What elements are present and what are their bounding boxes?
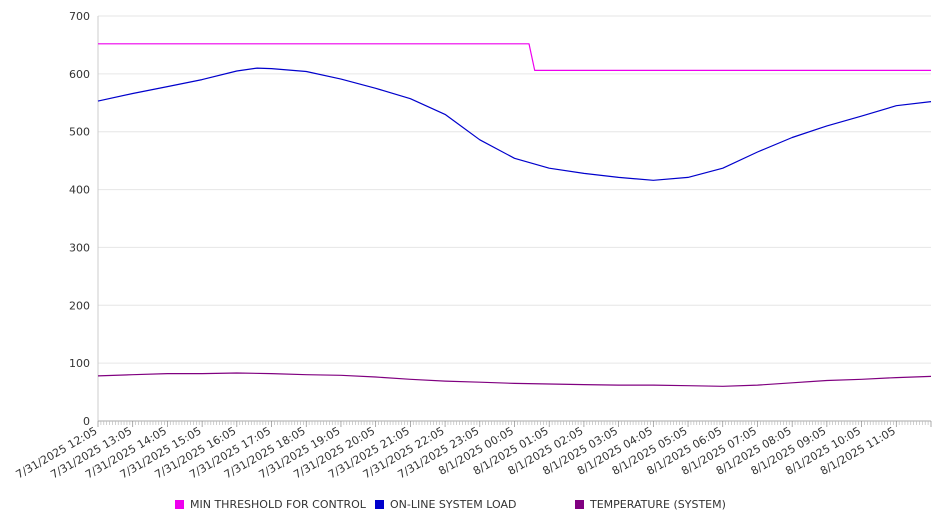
y-tick-label-500: 500 bbox=[69, 126, 90, 139]
series-line-2 bbox=[97, 372, 932, 387]
legend-item-temperature[interactable]: TEMPERATURE (SYSTEM) bbox=[575, 498, 726, 511]
series-line-0 bbox=[98, 43, 931, 71]
legend-label-temperature: TEMPERATURE (SYSTEM) bbox=[590, 498, 726, 511]
legend-label-system-load: ON-LINE SYSTEM LOAD bbox=[390, 498, 517, 511]
y-tick-label-300: 300 bbox=[69, 241, 90, 254]
y-tick-label-100: 100 bbox=[69, 357, 90, 370]
legend-item-min-threshold[interactable]: MIN THRESHOLD FOR CONTROL bbox=[175, 498, 366, 511]
y-tick-label-200: 200 bbox=[69, 299, 90, 312]
legend-label-min-threshold: MIN THRESHOLD FOR CONTROL bbox=[190, 498, 366, 511]
legend-swatch-temperature bbox=[575, 500, 584, 509]
legend-item-system-load[interactable]: ON-LINE SYSTEM LOAD bbox=[375, 498, 516, 511]
y-tick-label-700: 700 bbox=[69, 10, 90, 23]
y-tick-label-400: 400 bbox=[69, 184, 90, 197]
legend-swatch-system-load bbox=[375, 500, 384, 509]
series-line-1 bbox=[97, 67, 932, 181]
y-tick-label-600: 600 bbox=[69, 68, 90, 81]
y-tick-label-0: 0 bbox=[83, 415, 90, 428]
legend-swatch-min-threshold bbox=[175, 500, 184, 509]
